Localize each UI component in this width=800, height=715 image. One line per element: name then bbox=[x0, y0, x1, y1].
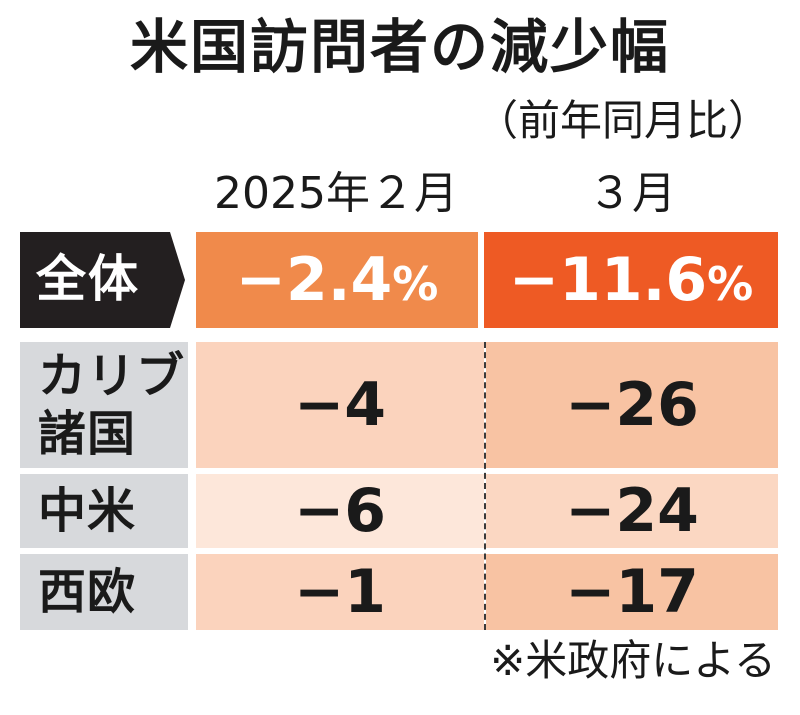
column-header-february: 2025年２月 bbox=[214, 168, 458, 219]
column-divider bbox=[484, 342, 486, 630]
row-label-total: 全体 bbox=[36, 250, 140, 308]
row-label-total-bg: 全体 bbox=[20, 232, 185, 328]
source-note: ※米政府による bbox=[490, 636, 776, 685]
total-value-march: −11.6 bbox=[508, 245, 708, 315]
row-label-caribbean-bg: カリブ 諸国 bbox=[20, 342, 188, 468]
total-value-february-cell: −2.4% bbox=[196, 232, 478, 328]
row-label-caribbean-line1: カリブ bbox=[38, 348, 186, 404]
total-value-february: −2.4 bbox=[235, 245, 393, 315]
cell-central-america-february: −6 bbox=[196, 474, 484, 548]
total-value-march-cell: −11.6% bbox=[484, 232, 778, 328]
total-unit-march: % bbox=[707, 257, 754, 311]
row-label-western-europe-bg: 西欧 bbox=[20, 554, 188, 630]
column-header-march: ３月 bbox=[588, 168, 676, 219]
cell-central-america-march: −24 bbox=[486, 474, 778, 548]
row-label-western-europe: 西欧 bbox=[38, 564, 137, 620]
cell-western-europe-february: −1 bbox=[196, 554, 484, 630]
cell-caribbean-march: −26 bbox=[486, 342, 778, 468]
row-label-caribbean-line2: 諸国 bbox=[38, 406, 137, 462]
row-label-central-america: 中米 bbox=[38, 483, 137, 539]
chart-subtitle: （前年同月比） bbox=[475, 96, 770, 145]
chart-title: 米国訪問者の減少幅 bbox=[129, 13, 670, 81]
cell-western-europe-march: −17 bbox=[486, 554, 778, 630]
cell-caribbean-february: −4 bbox=[196, 342, 484, 468]
total-unit-february: % bbox=[392, 257, 439, 311]
row-label-central-america-bg: 中米 bbox=[20, 474, 188, 548]
